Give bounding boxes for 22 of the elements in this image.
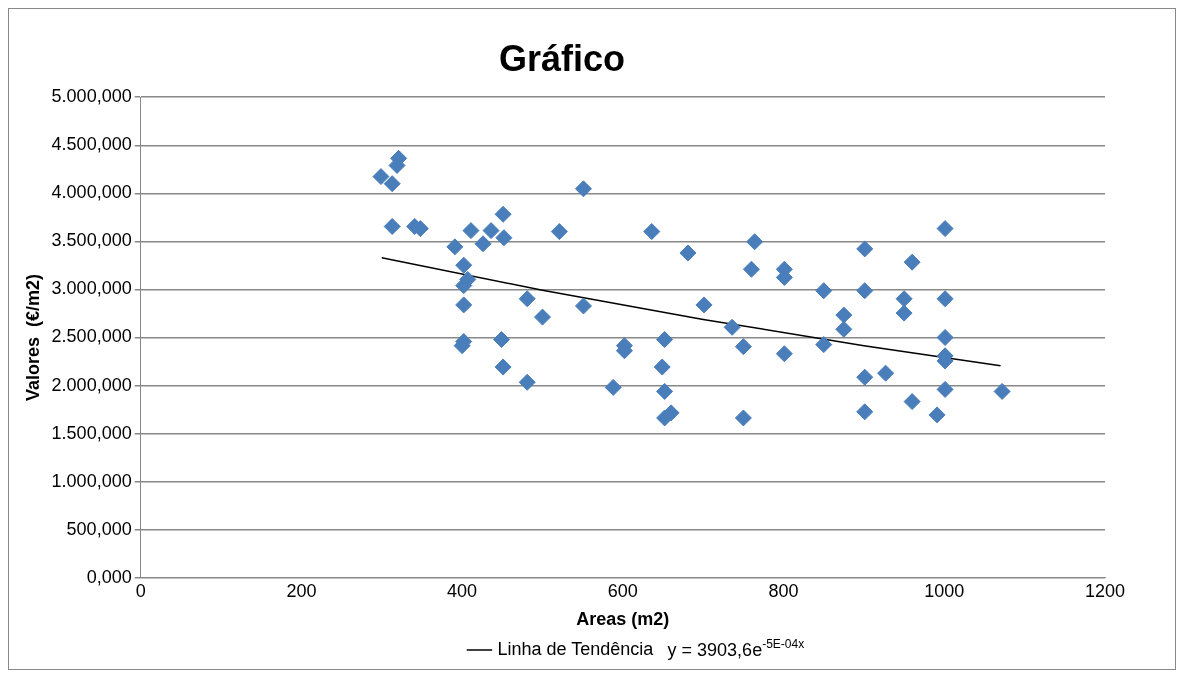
x-tick-label: 200 bbox=[286, 580, 317, 601]
y-tick-label: 0,000 bbox=[86, 566, 132, 587]
x-tick-label: 600 bbox=[607, 580, 638, 601]
y-tick-label: 3.000,000 bbox=[51, 278, 132, 299]
x-axis-title: Areas (m2) bbox=[576, 609, 670, 630]
y-tick-label: 3.500,000 bbox=[51, 230, 132, 251]
x-tick-label: 1200 bbox=[1084, 580, 1126, 601]
y-tick-label: 2.500,000 bbox=[51, 326, 132, 347]
y-tick-label: 1.500,000 bbox=[51, 422, 132, 443]
y-tick-label: 1.000,000 bbox=[51, 470, 132, 491]
y-tick-label: 4.500,000 bbox=[51, 134, 132, 155]
x-tick-label: 400 bbox=[447, 580, 478, 601]
chart-title: Gráfico bbox=[498, 37, 626, 79]
y-tick-label: 5.000,000 bbox=[51, 86, 132, 107]
legend-label: Linha de Tendência bbox=[497, 638, 655, 659]
x-tick-label: 0 bbox=[135, 580, 146, 601]
y-axis-title: Valores (€/m2) bbox=[22, 273, 43, 402]
x-tick-label: 1000 bbox=[924, 580, 965, 601]
x-tick-label: 800 bbox=[768, 580, 799, 601]
y-tick-label: 500,000 bbox=[66, 518, 132, 539]
y-tick-label: 2.000,000 bbox=[51, 374, 132, 395]
y-tick-label: 4.000,000 bbox=[51, 182, 132, 203]
